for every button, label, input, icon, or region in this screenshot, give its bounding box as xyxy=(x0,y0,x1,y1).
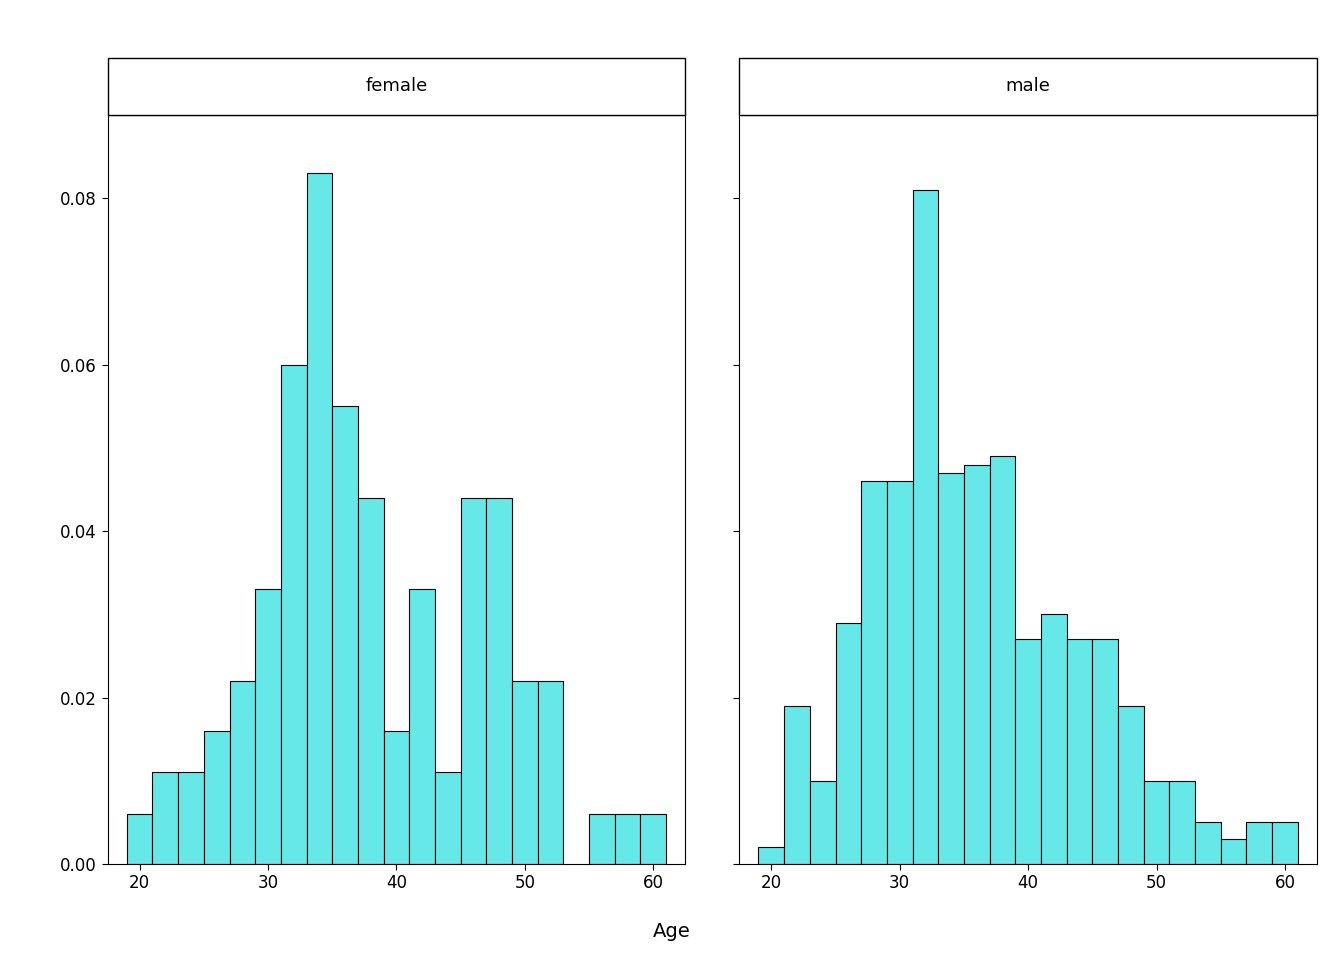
Bar xyxy=(306,174,332,864)
Bar xyxy=(152,773,179,864)
Bar xyxy=(1246,823,1273,864)
Bar xyxy=(1273,823,1298,864)
Bar xyxy=(758,848,784,864)
Bar xyxy=(1015,639,1042,864)
Bar xyxy=(1220,839,1246,864)
Bar xyxy=(1118,706,1144,864)
Bar xyxy=(281,365,306,864)
Bar xyxy=(255,589,281,864)
Bar xyxy=(589,814,614,864)
Bar xyxy=(538,681,563,864)
Bar xyxy=(862,481,887,864)
Bar xyxy=(887,481,913,864)
Bar xyxy=(836,623,862,864)
Bar xyxy=(784,706,810,864)
Text: female: female xyxy=(366,78,427,95)
Bar xyxy=(461,498,487,864)
Bar xyxy=(204,731,230,864)
Bar xyxy=(332,406,358,864)
Bar xyxy=(641,814,667,864)
Bar xyxy=(989,456,1015,864)
Bar xyxy=(512,681,538,864)
Bar xyxy=(487,498,512,864)
Bar xyxy=(1067,639,1093,864)
Bar xyxy=(410,589,435,864)
Bar xyxy=(383,731,410,864)
Bar xyxy=(614,814,641,864)
Bar xyxy=(126,814,152,864)
Bar xyxy=(1195,823,1220,864)
Text: Age: Age xyxy=(653,922,691,941)
Bar xyxy=(1169,780,1195,864)
Bar xyxy=(435,773,461,864)
Bar xyxy=(938,473,964,864)
Bar xyxy=(913,190,938,864)
Bar xyxy=(1144,780,1169,864)
Bar xyxy=(230,681,255,864)
Bar xyxy=(358,498,383,864)
Bar xyxy=(810,780,836,864)
Bar xyxy=(1093,639,1118,864)
Bar xyxy=(179,773,204,864)
Text: male: male xyxy=(1005,78,1051,95)
Bar xyxy=(964,465,989,864)
Bar xyxy=(1042,614,1067,864)
